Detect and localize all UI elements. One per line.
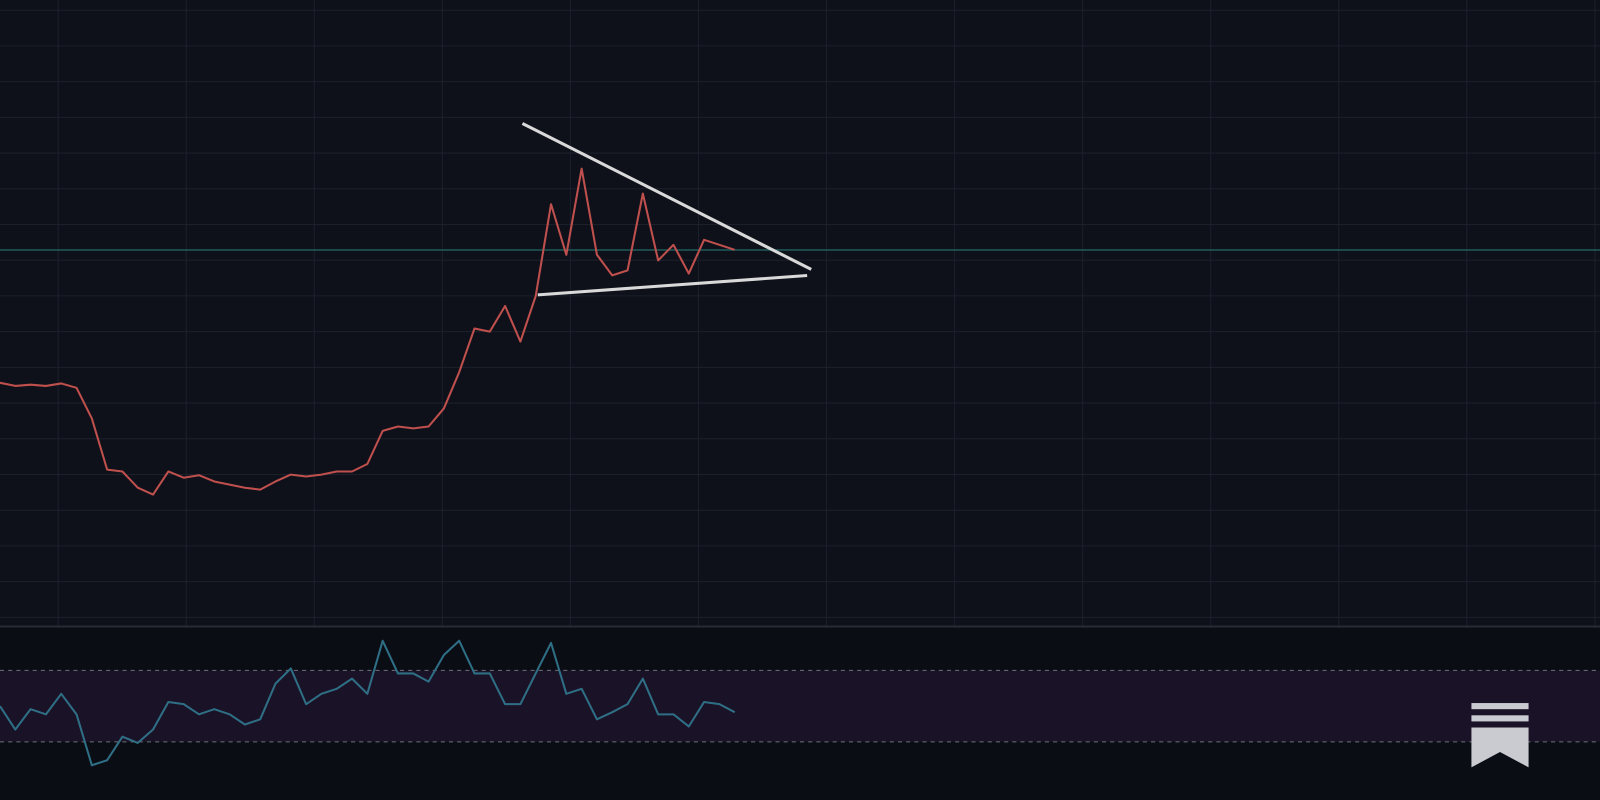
logo-bar [1471, 703, 1529, 710]
logo [1471, 703, 1529, 768]
trendline-lower [537, 273, 808, 297]
plots [0, 167, 736, 767]
series-line [0, 639, 736, 767]
logo-bar [1471, 715, 1529, 722]
logo-ribbon [1471, 727, 1529, 768]
rsi-band [0, 670, 1600, 742]
series-line [0, 167, 736, 496]
trendline-upper [521, 122, 812, 271]
